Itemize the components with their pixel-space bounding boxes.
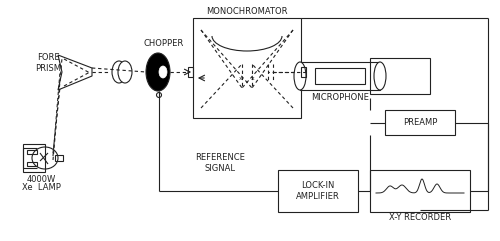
Ellipse shape bbox=[146, 53, 170, 91]
Text: REFERENCE
SIGNAL: REFERENCE SIGNAL bbox=[195, 153, 245, 173]
Bar bbox=[193, 18, 301, 118]
Bar bbox=[315, 68, 365, 84]
Text: LOCK-IN
AMPLIFIER: LOCK-IN AMPLIFIER bbox=[296, 181, 340, 201]
Bar bbox=[301, 67, 306, 77]
Bar bbox=[27, 150, 37, 154]
Ellipse shape bbox=[159, 66, 167, 78]
Text: PREAMP: PREAMP bbox=[403, 118, 437, 127]
Ellipse shape bbox=[32, 147, 58, 169]
Ellipse shape bbox=[118, 61, 132, 83]
Bar bbox=[370, 58, 430, 94]
Bar bbox=[385, 110, 455, 135]
Text: Xe  LAMP: Xe LAMP bbox=[22, 183, 60, 193]
Text: x: x bbox=[239, 75, 243, 80]
Text: MONOCHROMATOR: MONOCHROMATOR bbox=[206, 7, 288, 16]
Text: 4000W: 4000W bbox=[26, 175, 56, 185]
Ellipse shape bbox=[156, 93, 162, 98]
Polygon shape bbox=[58, 55, 92, 90]
Text: X-Y RECORDER: X-Y RECORDER bbox=[389, 214, 451, 222]
Ellipse shape bbox=[112, 61, 126, 83]
Bar bbox=[300, 62, 380, 90]
Text: CHOPPER: CHOPPER bbox=[144, 40, 184, 48]
Bar bbox=[188, 67, 193, 77]
Ellipse shape bbox=[374, 62, 386, 90]
Ellipse shape bbox=[294, 62, 306, 90]
Bar bbox=[278, 170, 358, 212]
Bar bbox=[370, 170, 470, 212]
Text: MICROPHONE: MICROPHONE bbox=[311, 94, 369, 102]
Text: x: x bbox=[251, 75, 255, 80]
Bar bbox=[55, 155, 63, 161]
Text: FORE
PRISM: FORE PRISM bbox=[35, 53, 61, 73]
Bar bbox=[27, 162, 37, 166]
Bar bbox=[23, 144, 45, 172]
